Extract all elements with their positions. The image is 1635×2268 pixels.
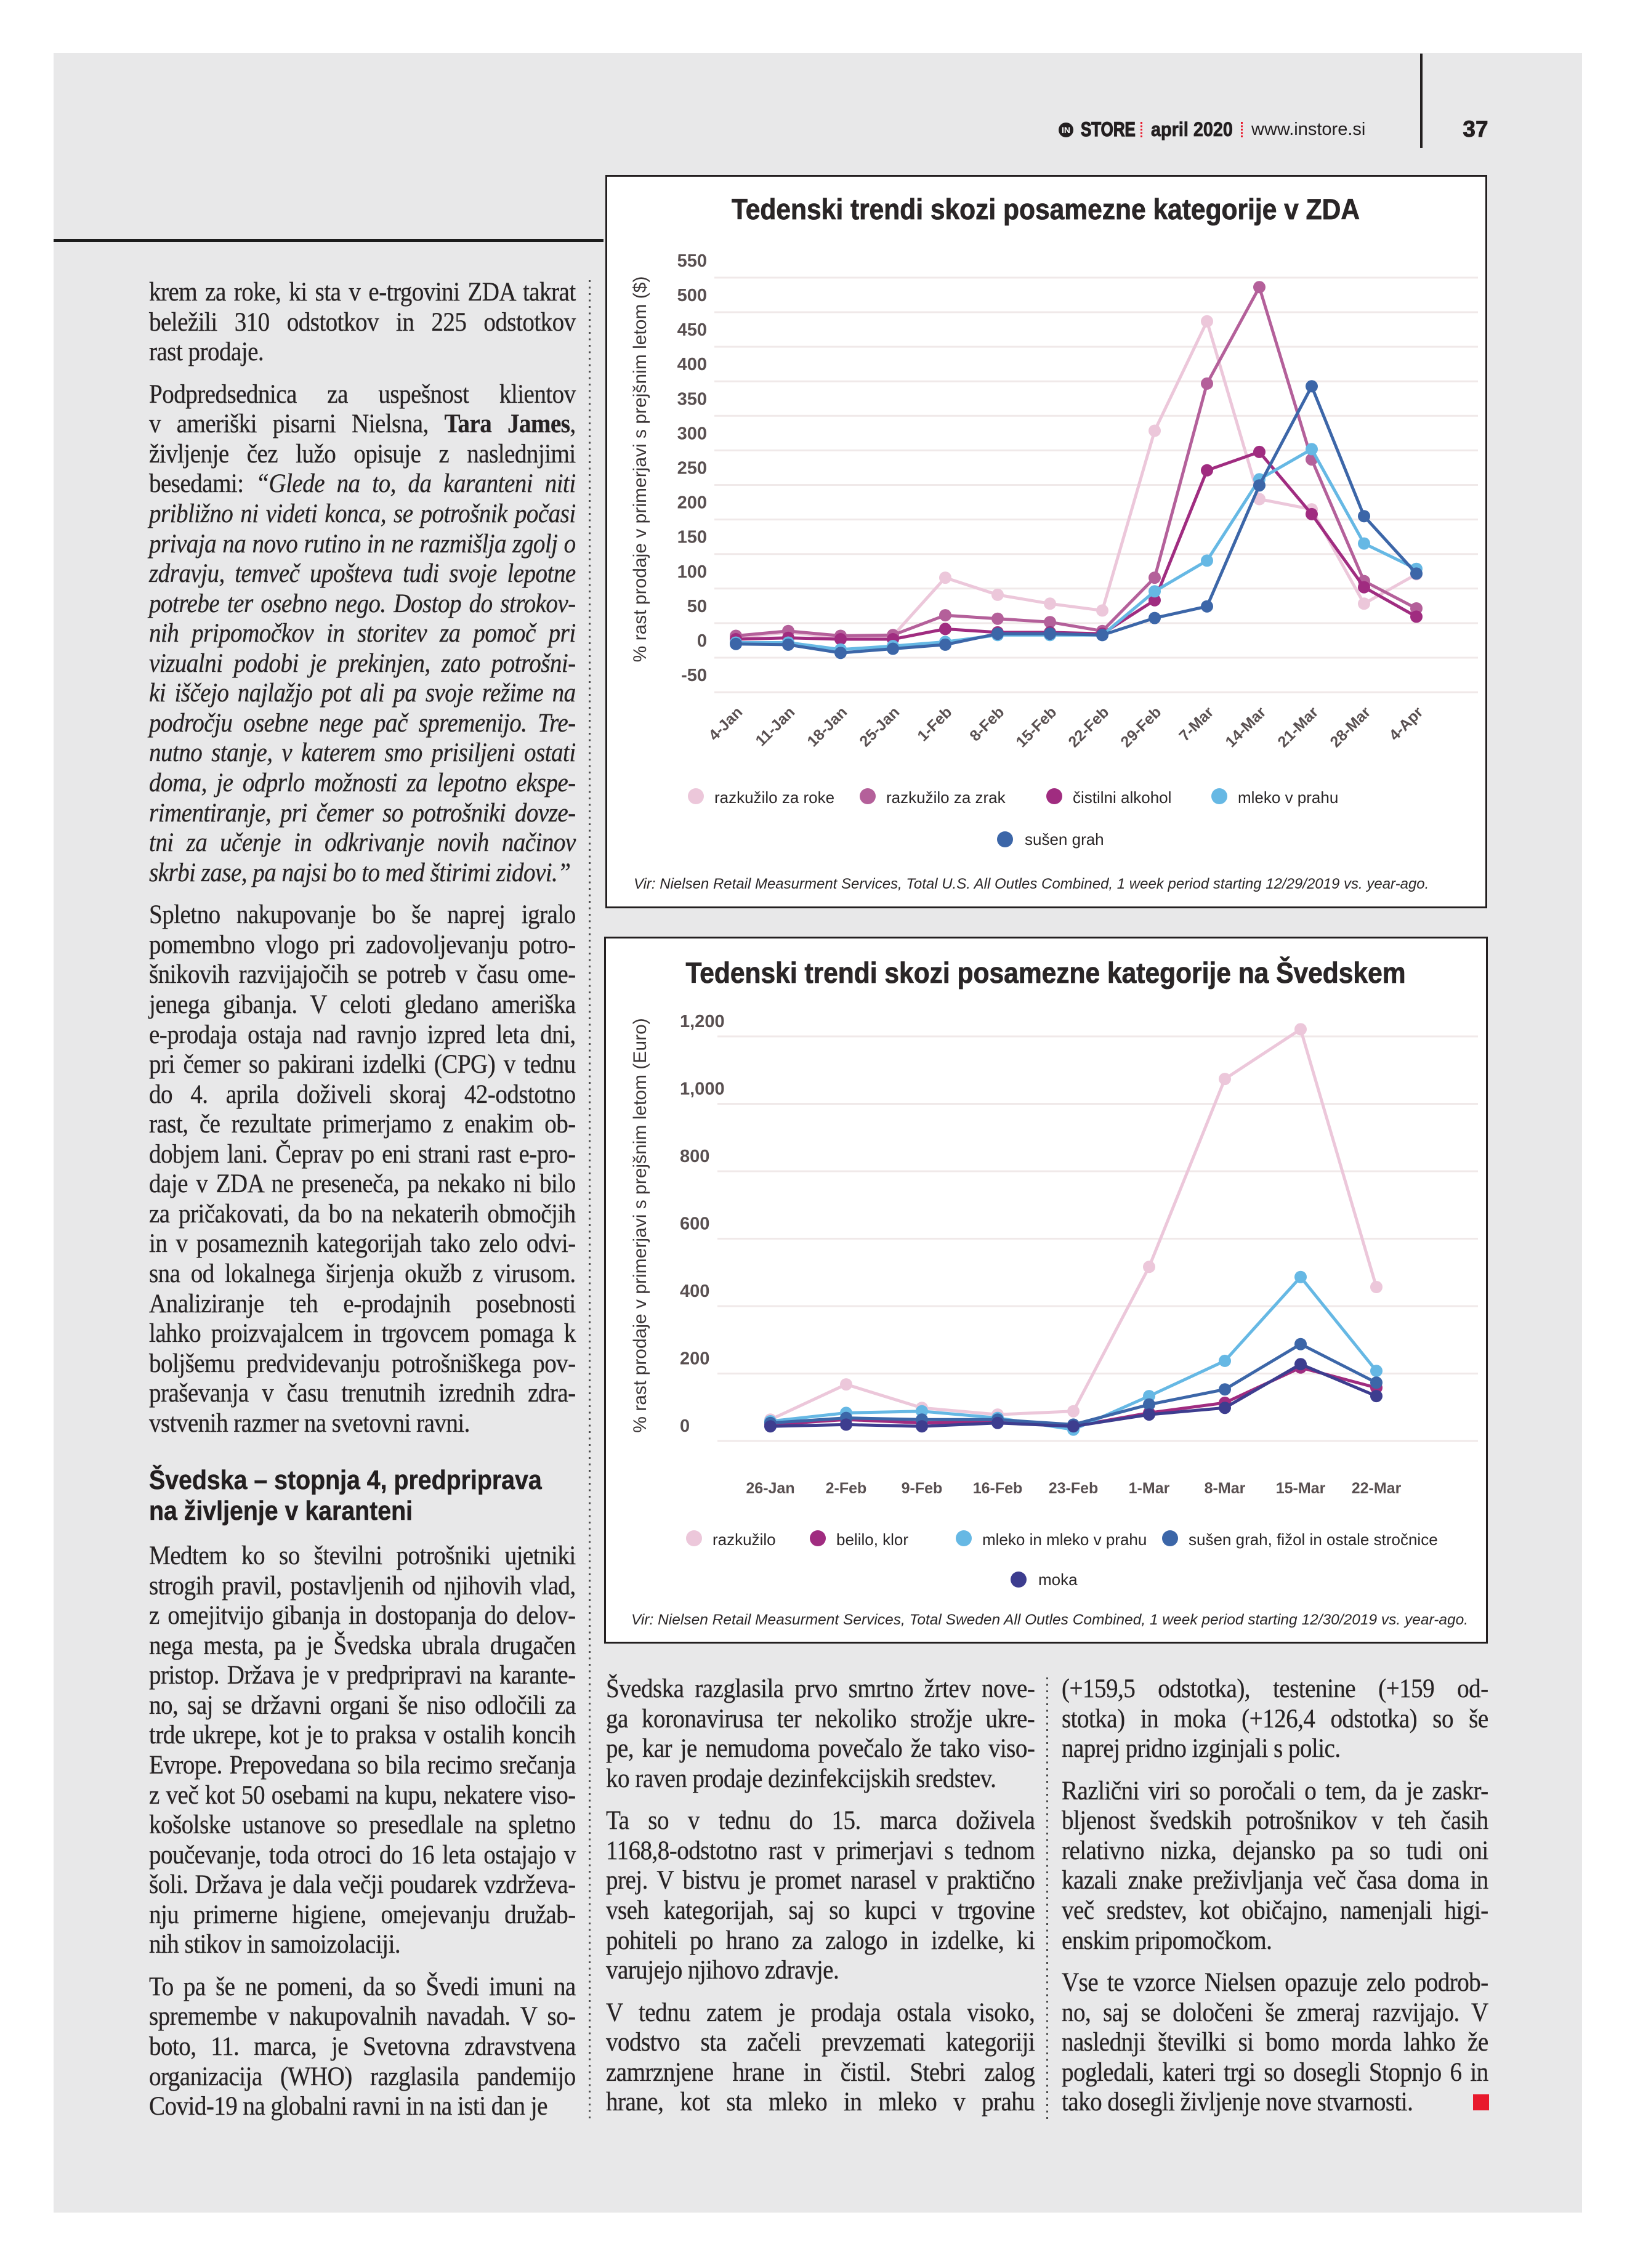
- svg-text:2-Feb: 2-Feb: [826, 1480, 867, 1497]
- svg-text:300: 300: [677, 424, 707, 443]
- svg-text:čistilni alkohol: čistilni alkohol: [1073, 788, 1171, 807]
- svg-text:sušen grah, fižol in ostale st: sušen grah, fižol in ostale stročnice: [1189, 1530, 1438, 1549]
- svg-text:550: 550: [677, 251, 707, 271]
- svg-text:% rast prodaje v primerjavi s: % rast prodaje v primerjavi s prejšnim l…: [630, 276, 650, 663]
- svg-text:mleko in mleko v prahu: mleko in mleko v prahu: [982, 1530, 1147, 1549]
- svg-text:razkužilo za zrak: razkužilo za zrak: [886, 788, 1006, 807]
- svg-text:0: 0: [697, 631, 707, 651]
- svg-text:0: 0: [680, 1416, 690, 1436]
- svg-text:% rast prodaje v primerjavi s: % rast prodaje v primerjavi s prejšnim l…: [630, 1018, 650, 1433]
- svg-text:moka: moka: [1038, 1570, 1078, 1589]
- svg-text:600: 600: [680, 1214, 709, 1234]
- svg-text:250: 250: [677, 459, 707, 478]
- svg-text:800: 800: [680, 1147, 709, 1166]
- svg-text:16-Feb: 16-Feb: [973, 1480, 1023, 1497]
- svg-text:-50: -50: [681, 666, 707, 685]
- svg-text:15-Mar: 15-Mar: [1276, 1480, 1326, 1497]
- svg-text:400: 400: [680, 1281, 709, 1301]
- svg-text:1,000: 1,000: [680, 1080, 725, 1099]
- svg-text:150: 150: [677, 528, 707, 547]
- svg-text:200: 200: [680, 1349, 709, 1369]
- svg-text:Tedenski trendi skozi posamezn: Tedenski trendi skozi posamezne kategori…: [685, 956, 1405, 989]
- svg-text:50: 50: [687, 597, 707, 616]
- svg-text:100: 100: [677, 562, 707, 582]
- svg-text:9-Feb: 9-Feb: [902, 1480, 943, 1497]
- svg-text:400: 400: [677, 355, 707, 374]
- svg-text:200: 200: [677, 493, 707, 513]
- svg-text:razkužilo za roke: razkužilo za roke: [714, 788, 834, 807]
- svg-text:Vir: Nielsen Retail Measurment: Vir: Nielsen Retail Measurment Services,…: [634, 876, 1429, 892]
- svg-text:23-Feb: 23-Feb: [1049, 1480, 1099, 1497]
- svg-text:1,200: 1,200: [680, 1012, 725, 1031]
- svg-text:mleko v prahu: mleko v prahu: [1238, 788, 1338, 807]
- svg-text:26-Jan: 26-Jan: [746, 1480, 794, 1497]
- svg-text:Vir: Nielsen Retail Measurment: Vir: Nielsen Retail Measurment Services,…: [631, 1612, 1468, 1628]
- svg-text:sušen grah: sušen grah: [1025, 830, 1104, 849]
- svg-text:razkužilo: razkužilo: [713, 1530, 776, 1549]
- svg-text:22-Mar: 22-Mar: [1352, 1480, 1402, 1497]
- svg-text:500: 500: [677, 286, 707, 305]
- svg-text:belilo, klor: belilo, klor: [836, 1530, 908, 1549]
- svg-text:350: 350: [677, 389, 707, 409]
- svg-text:Tedenski trendi skozi posamezn: Tedenski trendi skozi posamezne kategori…: [732, 193, 1360, 225]
- svg-text:8-Mar: 8-Mar: [1205, 1480, 1246, 1497]
- svg-text:1-Mar: 1-Mar: [1129, 1480, 1170, 1497]
- svg-text:450: 450: [677, 320, 707, 340]
